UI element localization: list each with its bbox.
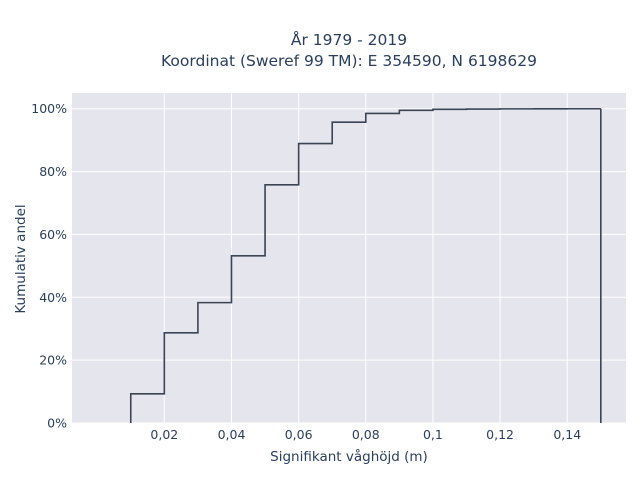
x-tick-label: 0,08: [352, 427, 380, 442]
plot-area: [72, 93, 626, 423]
y-tick-label: 60%: [39, 227, 67, 242]
x-tick-label: 0,1: [423, 427, 443, 442]
y-tick-label: 0%: [47, 416, 67, 431]
series-layer: [129, 107, 602, 423]
y-tick-label: 80%: [39, 164, 67, 179]
x-tick-label: 0,12: [486, 427, 514, 442]
chart-title-line-1: År 1979 - 2019: [291, 30, 407, 49]
y-tick-labels: 0% 20% 40% 60% 80% 100%: [31, 101, 67, 430]
y-tick-label: 100%: [31, 101, 67, 116]
y-tick-label: 40%: [39, 290, 67, 305]
chart-title-line-2: Koordinat (Sweref 99 TM): E 354590, N 61…: [161, 52, 537, 70]
x-axis-title: Signifikant våghöjd (m): [270, 448, 428, 465]
x-tick-label: 0,06: [285, 427, 313, 442]
y-tick-label: 20%: [39, 353, 67, 368]
x-tick-label: 0,14: [553, 427, 581, 442]
x-tick-label: 0,04: [218, 427, 246, 442]
y-axis-title: Kumulativ andel: [13, 204, 29, 313]
x-tick-label: 0,02: [150, 427, 178, 442]
x-tick-labels: 0,02 0,04 0,06 0,08 0,1 0,12 0,14: [150, 427, 581, 442]
ecdf-step-line: [129, 107, 602, 423]
